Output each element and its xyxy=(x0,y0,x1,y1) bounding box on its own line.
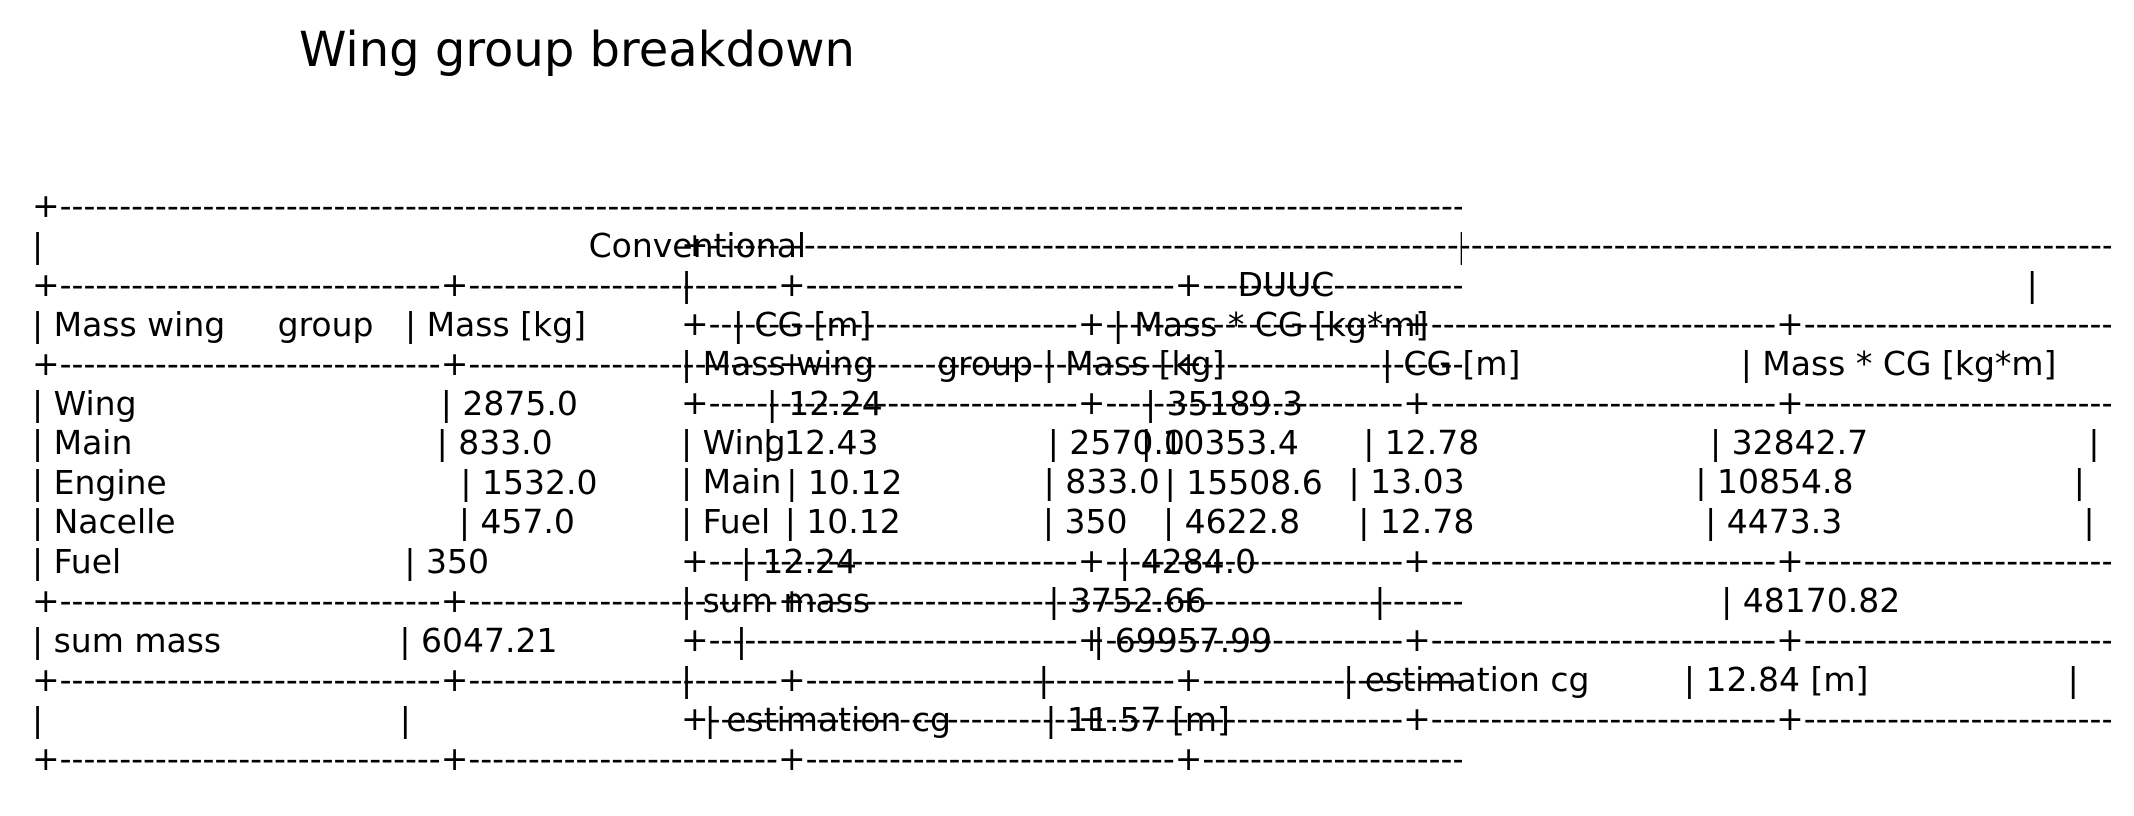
duuc-table-line: | Wing | 2570.0 | 12.78 | 32842.7 | xyxy=(681,422,2100,462)
conventional-table-line: | Wing | 2875.0 | 12.24 | 35189.3 | xyxy=(32,383,1462,423)
duuc-table-line: +-------------------------------+-------… xyxy=(681,304,2111,343)
duuc-table-line: | Mass wing group | Mass [kg] | CG [m] |… xyxy=(681,343,2111,383)
conventional-table-line: | Conventional | xyxy=(32,225,1462,265)
duuc-table-line: +-------------------------------+-------… xyxy=(681,620,2111,659)
conventional-table-line: +--------------------------------+------… xyxy=(32,265,1462,304)
duuc-table-line: | Fuel | 350 | 12.78 | 4473.3 | xyxy=(681,501,2095,541)
conventional-table-line: | Main | 833.0 | 12.43 | 10353.4 | xyxy=(32,423,1462,462)
duuc-table-line: +---------------------------------------… xyxy=(681,225,2111,264)
duuc-table-line: | | | estimation cg | 12.84 [m] | xyxy=(681,659,2079,699)
conventional-table-line: | sum mass | 6047.21 | | 69957.99 | xyxy=(32,620,1462,660)
conventional-table-line: | Nacelle | 457.0 | 10.12 | 4622.8 | xyxy=(32,502,1462,541)
page-title: Wing group breakdown xyxy=(299,22,855,78)
conventional-table-line: +---------------------------------------… xyxy=(32,186,1462,225)
conventional-table-line: | Fuel | 350 | 12.24 | 4284.0 | xyxy=(32,541,1462,581)
duuc-table-line: | Main | 833.0 | 13.03 | 10854.8 | xyxy=(681,462,2085,501)
duuc-table-line: | DUUC | xyxy=(681,264,2038,304)
conventional-table-line: +--------------------------------+------… xyxy=(32,581,1462,620)
duuc-table-line: | sum mass | 3752.66 | | 48170.82 | xyxy=(681,580,2111,620)
duuc-table-line: +-------------------------------+-------… xyxy=(681,699,2111,738)
conventional-table-line: | | | estimation cg | 11.57 [m] | xyxy=(32,699,1462,739)
conventional-table-line: | Engine | 1532.0 | 10.12 | 15508.6 | xyxy=(32,462,1462,502)
conventional-table-line: +--------------------------------+------… xyxy=(32,344,1462,383)
conventional-table-line: +--------------------------------+------… xyxy=(32,739,1462,778)
conventional-table-line: | Mass wing group | Mass [kg] | CG [m] |… xyxy=(32,304,1462,344)
duuc-table-line: +-------------------------------+-------… xyxy=(681,383,2111,422)
conventional-table-line: +--------------------------------+------… xyxy=(32,660,1462,699)
duuc-table-line: +-------------------------------+-------… xyxy=(681,541,2111,580)
